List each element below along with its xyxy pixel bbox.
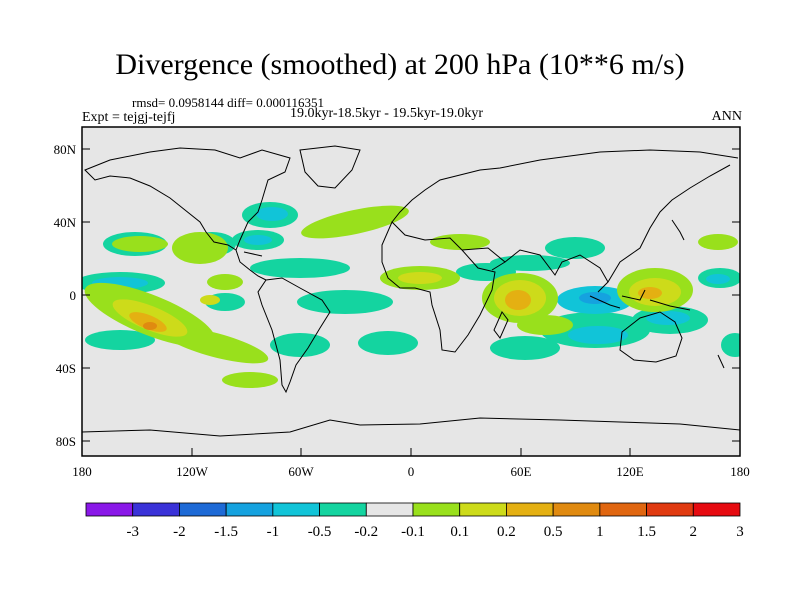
colorbar-swatch [179,502,227,517]
colorbar-label: 1.5 [637,524,656,540]
colorbar-label: -1.5 [214,524,238,540]
season-label: ANN [711,109,742,124]
colorbar-swatch [225,502,274,517]
colorbar-swatch [319,502,367,517]
colorbar-swatch [646,502,694,517]
colorbar-swatch [85,502,134,517]
expt-line: Expt = tejgj-tejfj [82,110,176,125]
colorbar-swatch [272,502,320,517]
lat-tick-label: 40N [54,215,77,230]
colorbar-label: 1 [596,524,604,540]
lon-tick-label: 60E [511,464,532,479]
colorbar-swatch [552,502,601,517]
colorbar-swatch [412,502,461,517]
lon-tick-label: 120W [176,464,209,479]
colorbar-swatch [132,502,180,517]
colorbar-label: -0.2 [354,524,378,540]
colorbar-swatch [506,502,554,517]
stats-line: rmsd= 0.0958144 diff= 0.000116351 [132,95,324,110]
colorbar-swatch [459,502,507,517]
lat-tick-label: 0 [70,288,77,303]
period-line: 19.0kyr-18.5kyr - 19.5kyr-19.0kyr [290,106,484,121]
colorbar-label: 0.2 [497,524,516,540]
colorbar-label: 2 [690,524,698,540]
coastlines [82,145,740,437]
lat-tick-label: 40S [56,361,76,376]
colorbar-label: -2 [173,524,186,540]
colorbar-label: -0.5 [308,524,332,540]
lon-tick-label: 120E [616,464,644,479]
colorbar-label: 0.1 [450,524,469,540]
lon-axis: 180 120W 60W 0 60E 120E 180 [72,448,750,479]
lat-tick-label: 80N [54,142,77,157]
colorbar-swatch [365,502,414,517]
lat-axis: 80N 40N 0 40S 80S [54,142,740,449]
lat-tick-label: 80S [56,434,76,449]
colorbar-label: -1 [267,524,280,540]
lon-tick-label: 180 [730,464,750,479]
colorbar-label: 0.5 [544,524,563,540]
colorbar-swatch [599,502,647,517]
colorbar-label: -3 [126,524,139,540]
lon-tick-label: 60W [288,464,314,479]
colorbar-label: -0.1 [401,524,425,540]
colorbar-swatch [692,502,741,517]
lon-tick-label: 0 [408,464,415,479]
chart-title: Divergence (smoothed) at 200 hPa (10**6 … [115,48,685,81]
colorbar-label: 3 [736,524,744,540]
lon-tick-label: 180 [72,464,92,479]
colorbar: -3 -2 -1.5 -1 -0.5 -0.2 -0.1 0.1 0.2 0.5 1 1.5 2 3 [85,502,744,540]
divergence-field [82,202,740,388]
